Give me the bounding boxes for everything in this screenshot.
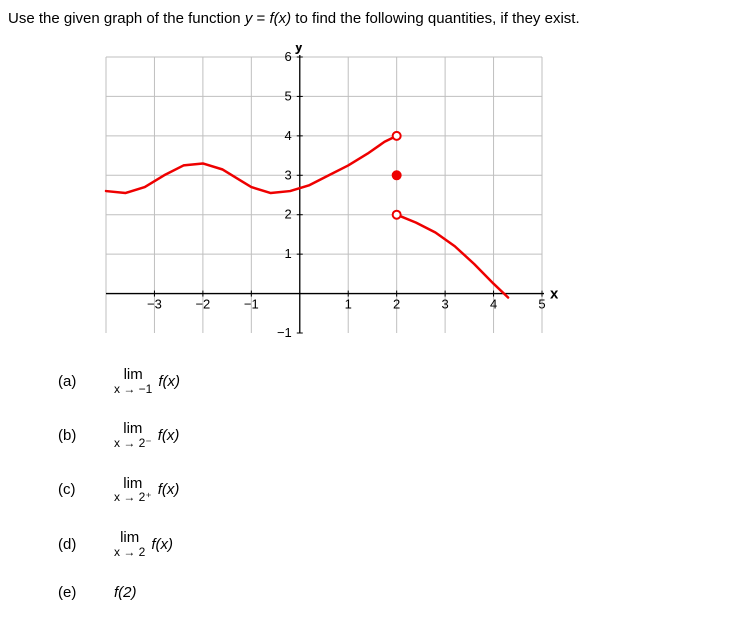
- svg-text:y: y: [295, 45, 304, 55]
- expression: f(2): [114, 584, 137, 601]
- question-label: (c): [58, 481, 114, 498]
- svg-text:6: 6: [285, 49, 292, 64]
- svg-text:1: 1: [345, 297, 352, 312]
- expression: f(x): [151, 536, 173, 553]
- question-row: (e)f(2): [58, 584, 738, 601]
- svg-text:4: 4: [490, 297, 497, 312]
- question-row: (d)limx → 2 f(x): [58, 530, 738, 558]
- prompt-after: to find the following quantities, if the…: [295, 10, 579, 27]
- expression: f(x): [158, 481, 180, 498]
- svg-text:4: 4: [285, 128, 292, 143]
- limit-bottom: x → 2⁺: [114, 491, 152, 504]
- limit-bottom: x → 2⁻: [114, 437, 152, 450]
- question-row: (a)limx → −1 f(x): [58, 367, 738, 395]
- svg-text:1: 1: [285, 246, 292, 261]
- limit-top: lim: [114, 530, 145, 546]
- limit-top: lim: [114, 476, 152, 492]
- svg-text:5: 5: [538, 297, 545, 312]
- question-row: (c)limx → 2⁺ f(x): [58, 476, 738, 504]
- expression: f(x): [158, 373, 180, 390]
- limit-bottom: x → 2: [114, 546, 145, 559]
- svg-text:−1: −1: [277, 325, 292, 340]
- question-label: (d): [58, 536, 114, 553]
- svg-text:3: 3: [441, 297, 448, 312]
- prompt-text: Use the given graph of the function y = …: [8, 10, 738, 27]
- limit-top: lim: [114, 421, 152, 437]
- question-label: (a): [58, 373, 114, 390]
- svg-text:x: x: [550, 286, 558, 303]
- prompt-before: Use the given graph of the function: [8, 10, 245, 27]
- svg-text:3: 3: [285, 167, 292, 182]
- graph-container: −3 −2 −1 1 2 3 4 5 −1 1 2 3 4 5 6y x: [78, 45, 738, 345]
- questions-list: (a)limx → −1f(x)(b)limx → 2⁻f(x)(c)limx …: [58, 367, 738, 601]
- limit-bottom: x → −1: [114, 383, 152, 396]
- svg-text:2: 2: [393, 297, 400, 312]
- limit-notation: limx → 2⁺: [114, 476, 152, 504]
- svg-text:5: 5: [285, 88, 292, 103]
- limit-notation: limx → 2: [114, 530, 145, 558]
- prompt-eq-rhs: f(x): [269, 10, 291, 27]
- prompt-eq-mid: =: [252, 10, 269, 27]
- function-graph: −3 −2 −1 1 2 3 4 5 −1 1 2 3 4 5 6y x: [78, 45, 558, 345]
- svg-text:−3: −3: [147, 297, 162, 312]
- limit-notation: limx → 2⁻: [114, 421, 152, 449]
- limit-notation: limx → −1: [114, 367, 152, 395]
- expression: f(x): [158, 427, 180, 444]
- svg-text:−1: −1: [244, 297, 259, 312]
- svg-text:−2: −2: [195, 297, 210, 312]
- svg-text:2: 2: [285, 207, 292, 222]
- question-row: (b)limx → 2⁻ f(x): [58, 421, 738, 449]
- question-label: (e): [58, 584, 114, 601]
- limit-top: lim: [114, 367, 152, 383]
- question-label: (b): [58, 427, 114, 444]
